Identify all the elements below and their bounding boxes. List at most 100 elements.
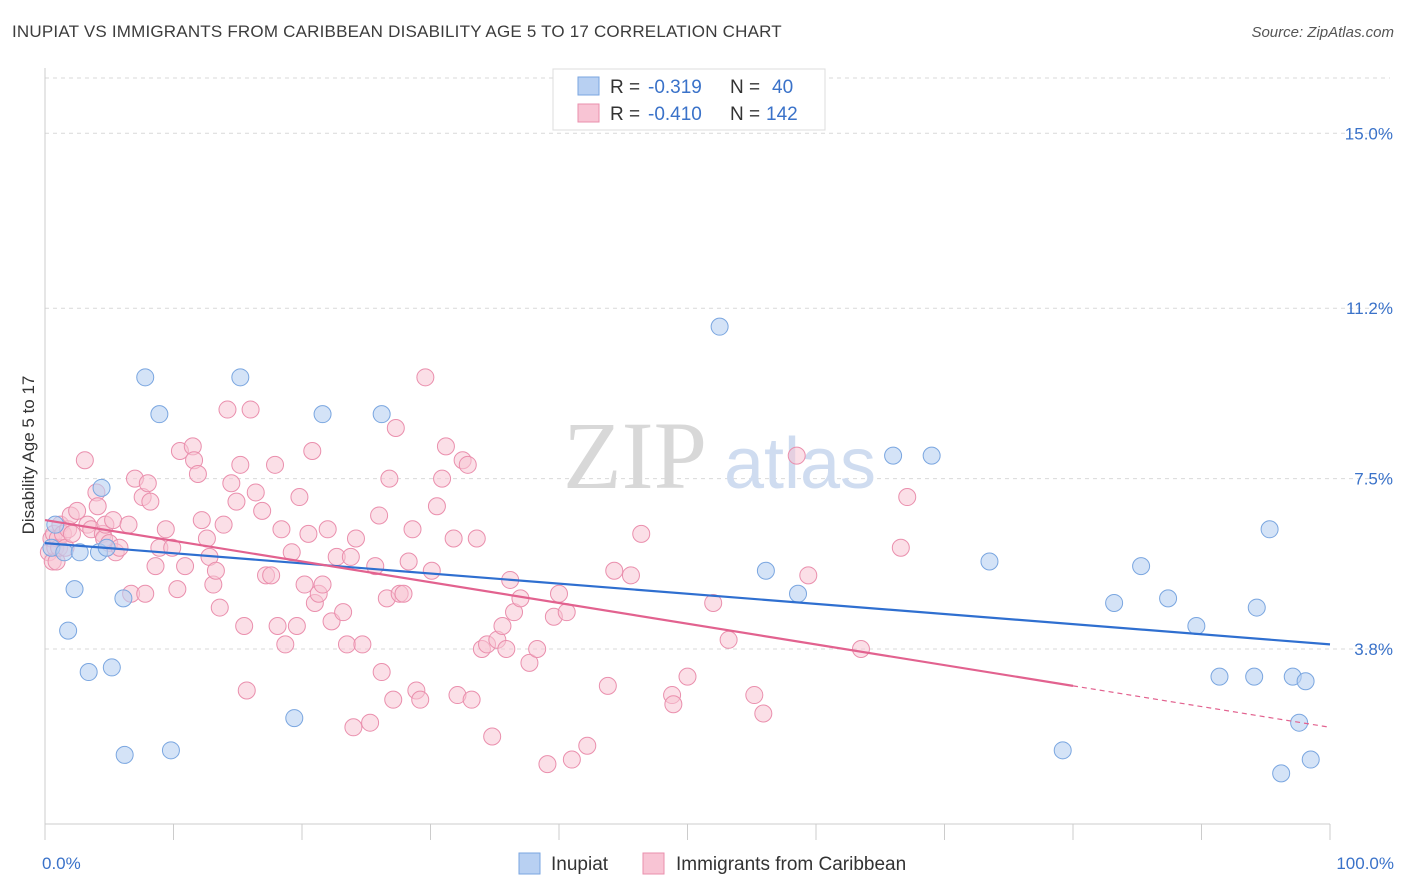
carib-point <box>214 515 233 534</box>
carib-point <box>62 524 81 543</box>
inupiat-point <box>114 589 133 608</box>
inupiat-point <box>65 580 84 599</box>
watermark-atlas: atlas <box>724 424 876 504</box>
carib-point <box>192 511 211 530</box>
carib-point <box>719 630 738 649</box>
stats-r-label: R = <box>610 104 640 125</box>
carib-trend-extension <box>1072 685 1331 728</box>
carib-point <box>386 418 405 437</box>
inupiat-point <box>1247 598 1266 617</box>
carib-point <box>372 663 391 682</box>
carib-point <box>222 474 241 493</box>
carib-point <box>136 584 155 603</box>
carib-point <box>318 520 337 539</box>
carib-point <box>346 529 365 548</box>
carib-point <box>433 469 452 488</box>
legend-swatch-inupiat <box>518 852 541 875</box>
carib-point <box>313 575 332 594</box>
carib-point <box>411 690 430 709</box>
carib-point <box>146 557 165 576</box>
x-tick-label-min: 0.0% <box>42 854 81 873</box>
carib-point <box>188 465 207 484</box>
inupiat-point <box>1105 593 1124 612</box>
stats-n-value: 40 <box>772 77 793 98</box>
carib-point <box>399 552 418 571</box>
inupiat-point <box>70 543 89 562</box>
stats-swatch-inupiat <box>577 76 600 96</box>
inupiat-point <box>1260 520 1279 539</box>
inupiat-point <box>1053 741 1072 760</box>
inupiat-point <box>789 584 808 603</box>
carib-point <box>210 598 229 617</box>
carib-trend-line <box>44 518 1074 687</box>
inupiat-point <box>92 478 111 497</box>
inupiat-point <box>884 446 903 465</box>
carib-point <box>578 736 597 755</box>
carib-point <box>493 616 512 635</box>
carib-point <box>334 603 353 622</box>
inupiat-point <box>922 446 941 465</box>
stats-r-value: -0.319 <box>648 77 702 98</box>
carib-point <box>227 492 246 511</box>
inupiat-point <box>136 368 155 387</box>
inupiat-point <box>1187 616 1206 635</box>
carib-point <box>444 529 463 548</box>
trend-lines <box>44 518 1331 728</box>
carib-point <box>436 437 455 456</box>
stats-box: R = -0.319 N = 40 R = -0.410 N = 142 <box>552 68 826 131</box>
carib-point <box>235 616 254 635</box>
inupiat-point <box>231 368 250 387</box>
inupiat-point <box>115 745 134 764</box>
carib-point <box>88 497 107 516</box>
carib-point <box>75 451 94 470</box>
carib-point <box>246 483 265 502</box>
carib-point <box>528 640 547 659</box>
inupiat-point <box>313 405 332 424</box>
carib-point <box>520 653 539 672</box>
gridlines <box>45 77 1390 650</box>
inupiat-points <box>42 317 1320 783</box>
carib-point <box>141 492 160 511</box>
carib-point <box>422 561 441 580</box>
inupiat-point <box>1132 557 1151 576</box>
carib-point <box>427 497 446 516</box>
carib-point <box>621 566 640 585</box>
carib-point <box>168 580 187 599</box>
carib-point <box>68 501 87 520</box>
carib-point <box>176 557 195 576</box>
carib-point <box>337 635 356 654</box>
inupiat-point <box>372 405 391 424</box>
legend-label-inupiat: Inupiat <box>551 854 609 875</box>
carib-point <box>253 501 272 520</box>
carib-point <box>303 442 322 460</box>
x-tick-label-max: 100.0% <box>1336 854 1394 873</box>
carib-point <box>237 681 256 700</box>
carib-point <box>605 561 624 580</box>
inupiat-point <box>1245 667 1264 686</box>
carib-point <box>394 584 413 603</box>
carib-point <box>787 446 806 465</box>
stats-r-value: -0.410 <box>648 104 702 125</box>
carib-point <box>497 640 516 659</box>
carib-point <box>231 455 250 474</box>
inupiat-point <box>59 621 78 640</box>
carib-point <box>891 538 910 557</box>
carib-point <box>262 566 281 585</box>
carib-point <box>287 616 306 635</box>
carib-point <box>299 524 318 543</box>
watermark-zip: ZIP <box>563 402 707 509</box>
legend: Inupiat Immigrants from Caribbean <box>518 852 906 875</box>
inupiat-point <box>285 709 304 728</box>
carib-point <box>678 667 697 686</box>
inupiat-trend-line <box>44 542 1331 646</box>
carib-point <box>632 524 651 543</box>
carib-point <box>403 520 422 539</box>
inupiat-point <box>980 552 999 571</box>
carib-point <box>119 515 138 534</box>
inupiat-point <box>756 561 775 580</box>
carib-point <box>104 511 123 530</box>
carib-point <box>851 640 870 659</box>
carib-point <box>276 635 295 654</box>
legend-swatch-carib <box>642 852 665 875</box>
carib-point <box>361 713 380 732</box>
